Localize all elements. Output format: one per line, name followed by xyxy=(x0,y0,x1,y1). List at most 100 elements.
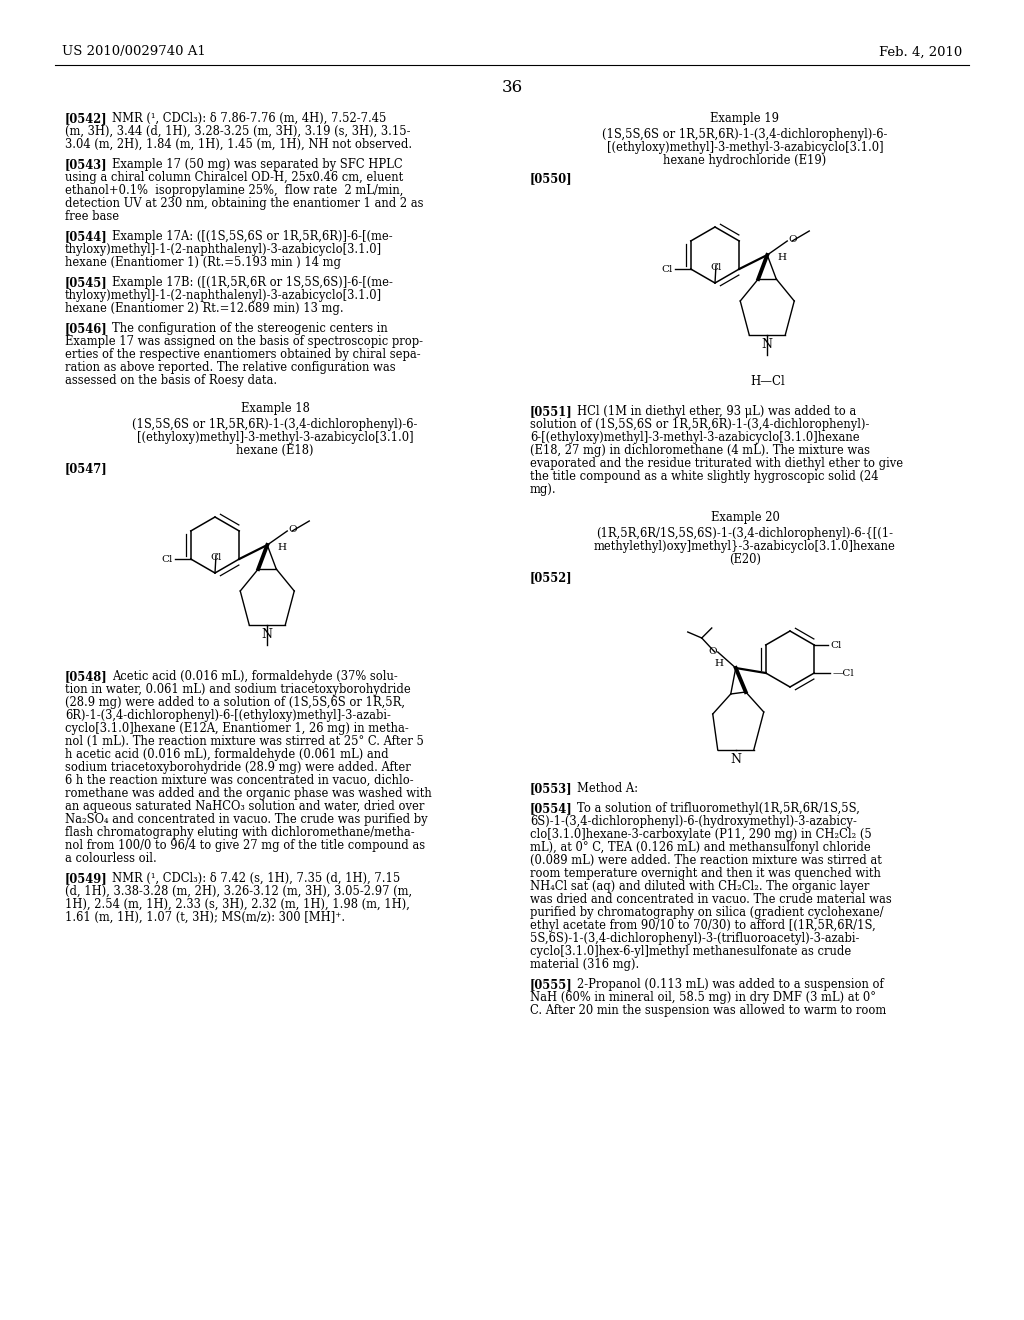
Text: [0550]: [0550] xyxy=(530,172,572,185)
Text: NMR (¹, CDCl₃): δ 7.42 (s, 1H), 7.35 (d, 1H), 7.15: NMR (¹, CDCl₃): δ 7.42 (s, 1H), 7.35 (d,… xyxy=(112,873,400,884)
Text: Example 17 was assigned on the basis of spectroscopic prop-: Example 17 was assigned on the basis of … xyxy=(65,335,423,348)
Text: ration as above reported. The relative configuration was: ration as above reported. The relative c… xyxy=(65,360,395,374)
Text: ethyl acetate from 90/10 to 70/30) to afford [(1R,5R,6R/1S,: ethyl acetate from 90/10 to 70/30) to af… xyxy=(530,919,876,932)
Text: NMR (¹, CDCl₃): δ 7.86-7.76 (m, 4H), 7.52-7.45: NMR (¹, CDCl₃): δ 7.86-7.76 (m, 4H), 7.5… xyxy=(112,112,386,125)
Text: O: O xyxy=(788,235,797,244)
Text: the title compound as a white slightly hygroscopic solid (24: the title compound as a white slightly h… xyxy=(530,470,879,483)
Text: Example 17A: ([(1S,5S,6S or 1R,5R,6R)]-6-[(me-: Example 17A: ([(1S,5S,6S or 1R,5R,6R)]-6… xyxy=(112,230,392,243)
Text: an aqueous saturated NaHCO₃ solution and water, dried over: an aqueous saturated NaHCO₃ solution and… xyxy=(65,800,424,813)
Text: was dried and concentrated in vacuo. The crude material was: was dried and concentrated in vacuo. The… xyxy=(530,894,892,906)
Text: Cl: Cl xyxy=(830,640,842,649)
Text: Cl: Cl xyxy=(711,263,722,272)
Text: assessed on the basis of Roesy data.: assessed on the basis of Roesy data. xyxy=(65,374,278,387)
Text: 6 h the reaction mixture was concentrated in vacuo, dichlo-: 6 h the reaction mixture was concentrate… xyxy=(65,774,414,787)
Text: Cl: Cl xyxy=(162,554,173,564)
Text: flash chromatography eluting with dichloromethane/metha-: flash chromatography eluting with dichlo… xyxy=(65,826,415,840)
Text: (m, 3H), 3.44 (d, 1H), 3.28-3.25 (m, 3H), 3.19 (s, 3H), 3.15-: (m, 3H), 3.44 (d, 1H), 3.28-3.25 (m, 3H)… xyxy=(65,125,411,139)
Text: hexane (E18): hexane (E18) xyxy=(237,444,313,457)
Text: [0551]: [0551] xyxy=(530,405,572,418)
Text: 1H), 2.54 (m, 1H), 2.33 (s, 3H), 2.32 (m, 1H), 1.98 (m, 1H),: 1H), 2.54 (m, 1H), 2.33 (s, 3H), 2.32 (m… xyxy=(65,898,410,911)
Text: (0.089 mL) were added. The reaction mixture was stirred at: (0.089 mL) were added. The reaction mixt… xyxy=(530,854,882,867)
Text: —Cl: —Cl xyxy=(833,668,854,677)
Text: evaporated and the residue triturated with diethyl ether to give: evaporated and the residue triturated wi… xyxy=(530,457,903,470)
Text: [(ethyloxy)methyl]-3-methyl-3-azabicyclo[3.1.0]: [(ethyloxy)methyl]-3-methyl-3-azabicyclo… xyxy=(606,141,884,154)
Text: H—Cl: H—Cl xyxy=(750,375,784,388)
Text: N: N xyxy=(730,752,741,766)
Text: room temperature overnight and then it was quenched with: room temperature overnight and then it w… xyxy=(530,867,881,880)
Text: purified by chromatography on silica (gradient cyclohexane/: purified by chromatography on silica (gr… xyxy=(530,906,884,919)
Text: romethane was added and the organic phase was washed with: romethane was added and the organic phas… xyxy=(65,787,432,800)
Text: nol from 100/0 to 96/4 to give 27 mg of the title compound as: nol from 100/0 to 96/4 to give 27 mg of … xyxy=(65,840,425,851)
Text: (1S,5S,6S or 1R,5R,6R)-1-(3,4-dichlorophenyl)-6-: (1S,5S,6S or 1R,5R,6R)-1-(3,4-dichloroph… xyxy=(602,128,888,141)
Text: Cl: Cl xyxy=(210,553,221,562)
Text: The configuration of the stereogenic centers in: The configuration of the stereogenic cen… xyxy=(112,322,388,335)
Text: hexane (Enantiomer 2) Rt.=12.689 min) 13 mg.: hexane (Enantiomer 2) Rt.=12.689 min) 13… xyxy=(65,302,344,315)
Text: [(ethyloxy)methyl]-3-methyl-3-azabicyclo[3.1.0]: [(ethyloxy)methyl]-3-methyl-3-azabicyclo… xyxy=(136,432,414,444)
Text: thyloxy)methyl]-1-(2-naphthalenyl)-3-azabicyclo[3.1.0]: thyloxy)methyl]-1-(2-naphthalenyl)-3-aza… xyxy=(65,243,382,256)
Text: methylethyl)oxy]methyl}-3-azabicyclo[3.1.0]hexane: methylethyl)oxy]methyl}-3-azabicyclo[3.1… xyxy=(594,540,896,553)
Text: [0548]: [0548] xyxy=(65,671,108,682)
Text: H: H xyxy=(278,544,287,553)
Text: 1.61 (m, 1H), 1.07 (t, 3H); MS(m/z): 300 [MH]⁺.: 1.61 (m, 1H), 1.07 (t, 3H); MS(m/z): 300… xyxy=(65,911,345,924)
Text: Na₂SO₄ and concentrated in vacuo. The crude was purified by: Na₂SO₄ and concentrated in vacuo. The cr… xyxy=(65,813,428,826)
Text: [0546]: [0546] xyxy=(65,322,108,335)
Text: (E20): (E20) xyxy=(729,553,761,566)
Text: [0545]: [0545] xyxy=(65,276,108,289)
Text: N: N xyxy=(762,338,773,351)
Text: [0553]: [0553] xyxy=(530,781,572,795)
Text: Example 18: Example 18 xyxy=(241,403,309,414)
Text: To a solution of trifluoromethyl(1R,5R,6R/1S,5S,: To a solution of trifluoromethyl(1R,5R,6… xyxy=(577,803,860,814)
Text: detection UV at 230 nm, obtaining the enantiomer 1 and 2 as: detection UV at 230 nm, obtaining the en… xyxy=(65,197,424,210)
Text: [0555]: [0555] xyxy=(530,978,572,991)
Text: HCl (1M in diethyl ether, 93 μL) was added to a: HCl (1M in diethyl ether, 93 μL) was add… xyxy=(577,405,856,418)
Text: [0547]: [0547] xyxy=(65,462,108,475)
Text: hexane hydrochloride (E19): hexane hydrochloride (E19) xyxy=(664,154,826,168)
Text: (28.9 mg) were added to a solution of (1S,5S,6S or 1R,5R,: (28.9 mg) were added to a solution of (1… xyxy=(65,696,406,709)
Text: hexane (Enantiomer 1) (Rt.=5.193 min ) 14 mg: hexane (Enantiomer 1) (Rt.=5.193 min ) 1… xyxy=(65,256,341,269)
Text: mg).: mg). xyxy=(530,483,557,496)
Text: [0549]: [0549] xyxy=(65,873,108,884)
Text: H: H xyxy=(777,253,786,263)
Text: 36: 36 xyxy=(502,79,522,96)
Text: Example 19: Example 19 xyxy=(711,112,779,125)
Text: Cl: Cl xyxy=(662,264,673,273)
Text: nol (1 mL). The reaction mixture was stirred at 25° C. After 5: nol (1 mL). The reaction mixture was sti… xyxy=(65,735,424,748)
Text: O: O xyxy=(709,647,717,656)
Text: [0543]: [0543] xyxy=(65,158,108,172)
Text: solution of (1S,5S,6S or 1R,5R,6R)-1-(3,4-dichlorophenyl)-: solution of (1S,5S,6S or 1R,5R,6R)-1-(3,… xyxy=(530,418,869,432)
Text: (E18, 27 mg) in dichloromethane (4 mL). The mixture was: (E18, 27 mg) in dichloromethane (4 mL). … xyxy=(530,444,870,457)
Text: (d, 1H), 3.38-3.28 (m, 2H), 3.26-3.12 (m, 3H), 3.05-2.97 (m,: (d, 1H), 3.38-3.28 (m, 2H), 3.26-3.12 (m… xyxy=(65,884,412,898)
Text: [0552]: [0552] xyxy=(530,572,572,583)
Text: thyloxy)methyl]-1-(2-naphthalenyl)-3-azabicyclo[3.1.0]: thyloxy)methyl]-1-(2-naphthalenyl)-3-aza… xyxy=(65,289,382,302)
Text: Acetic acid (0.016 mL), formaldehyde (37% solu-: Acetic acid (0.016 mL), formaldehyde (37… xyxy=(112,671,397,682)
Text: (1R,5R,6R/1S,5S,6S)-1-(3,4-dichlorophenyl)-6-{[(1-: (1R,5R,6R/1S,5S,6S)-1-(3,4-dichloropheny… xyxy=(597,527,894,540)
Text: (1S,5S,6S or 1R,5R,6R)-1-(3,4-dichlorophenyl)-6-: (1S,5S,6S or 1R,5R,6R)-1-(3,4-dichloroph… xyxy=(132,418,418,432)
Text: [0554]: [0554] xyxy=(530,803,572,814)
Text: 2-Propanol (0.113 mL) was added to a suspension of: 2-Propanol (0.113 mL) was added to a sus… xyxy=(577,978,884,991)
Text: mL), at 0° C, TEA (0.126 mL) and methansulfonyl chloride: mL), at 0° C, TEA (0.126 mL) and methans… xyxy=(530,841,870,854)
Text: Example 17B: ([(1R,5R,6R or 1S,5S,6S)]-6-[(me-: Example 17B: ([(1R,5R,6R or 1S,5S,6S)]-6… xyxy=(112,276,393,289)
Text: Example 17 (50 mg) was separated by SFC HPLC: Example 17 (50 mg) was separated by SFC … xyxy=(112,158,402,172)
Text: tion in water, 0.061 mL) and sodium triacetoxyborohydride: tion in water, 0.061 mL) and sodium tria… xyxy=(65,682,411,696)
Text: cyclo[3.1.0]hex-6-yl]methyl methanesulfonate as crude: cyclo[3.1.0]hex-6-yl]methyl methanesulfo… xyxy=(530,945,851,958)
Text: [0544]: [0544] xyxy=(65,230,108,243)
Text: 3.04 (m, 2H), 1.84 (m, 1H), 1.45 (m, 1H), NH not observed.: 3.04 (m, 2H), 1.84 (m, 1H), 1.45 (m, 1H)… xyxy=(65,139,412,150)
Text: free base: free base xyxy=(65,210,119,223)
Text: O: O xyxy=(288,525,297,535)
Text: a colourless oil.: a colourless oil. xyxy=(65,851,157,865)
Text: [0542]: [0542] xyxy=(65,112,108,125)
Text: material (316 mg).: material (316 mg). xyxy=(530,958,639,972)
Text: 6R)-1-(3,4-dichlorophenyl)-6-[(ethyloxy)methyl]-3-azabi-: 6R)-1-(3,4-dichlorophenyl)-6-[(ethyloxy)… xyxy=(65,709,391,722)
Text: Method A:: Method A: xyxy=(577,781,638,795)
Text: h acetic acid (0.016 mL), formaldehyde (0.061 mL) and: h acetic acid (0.016 mL), formaldehyde (… xyxy=(65,748,389,762)
Text: sodium triacetoxyborohydride (28.9 mg) were added. After: sodium triacetoxyborohydride (28.9 mg) w… xyxy=(65,762,411,774)
Text: using a chiral column Chiralcel OD-H, 25x0.46 cm, eluent: using a chiral column Chiralcel OD-H, 25… xyxy=(65,172,403,183)
Text: erties of the respective enantiomers obtained by chiral sepa-: erties of the respective enantiomers obt… xyxy=(65,348,421,360)
Text: N: N xyxy=(262,628,272,642)
Text: US 2010/0029740 A1: US 2010/0029740 A1 xyxy=(62,45,206,58)
Text: 6S)-1-(3,4-dichlorophenyl)-6-(hydroxymethyl)-3-azabicy-: 6S)-1-(3,4-dichlorophenyl)-6-(hydroxymet… xyxy=(530,814,857,828)
Text: 5S,6S)-1-(3,4-dichlorophenyl)-3-(trifluoroacetyl)-3-azabi-: 5S,6S)-1-(3,4-dichlorophenyl)-3-(trifluo… xyxy=(530,932,859,945)
Text: Feb. 4, 2010: Feb. 4, 2010 xyxy=(879,45,962,58)
Text: NH₄Cl sat (aq) and diluted with CH₂Cl₂. The organic layer: NH₄Cl sat (aq) and diluted with CH₂Cl₂. … xyxy=(530,880,869,894)
Text: C. After 20 min the suspension was allowed to warm to room: C. After 20 min the suspension was allow… xyxy=(530,1005,886,1016)
